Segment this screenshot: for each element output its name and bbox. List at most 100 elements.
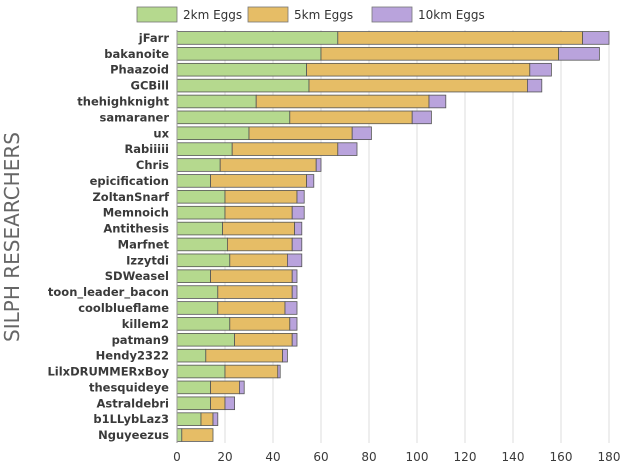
bar-thesquideye-2km-eggs <box>176 380 211 395</box>
bar-patman9-2km-eggs <box>176 332 235 347</box>
bar-Astraldebri-10km-eggs <box>224 396 236 411</box>
category-labels: jFarr bakanoite Phaazoid GCBillthehighknigh… <box>47 31 170 442</box>
bar-ux-10km-eggs <box>351 126 372 141</box>
category-label: LilxDRUMMERxBoy <box>47 365 169 379</box>
bar-Marfnet-10km-eggs <box>291 237 303 252</box>
bar-Nguyeezus-2km-eggs <box>176 428 183 442</box>
category-label: Hendy2322 <box>96 349 169 363</box>
bar-ZoltanSnarf-2km-eggs <box>176 190 226 204</box>
category-label: Chris <box>136 158 169 172</box>
bar-Izzytdi-2km-eggs <box>176 253 231 268</box>
bar-Phaazoid-2km-eggs <box>176 62 308 77</box>
bar-samaraner-2km-eggs <box>176 110 291 125</box>
x-tick-label: 180 <box>598 450 620 464</box>
bar-epicification-5km-eggs <box>210 174 308 188</box>
bar-killem2-2km-eggs <box>176 317 231 331</box>
bar-coolblueflame-5km-eggs <box>217 301 286 315</box>
bar-bakanoite-2km-eggs <box>176 47 322 61</box>
category-label: toon_leader_bacon <box>48 285 169 300</box>
bar-Rabiiiii-10km-eggs <box>337 142 358 156</box>
bar-Izzytdi-5km-eggs <box>229 253 288 268</box>
bar-Memnoich-5km-eggs <box>224 205 293 220</box>
x-tick-label: 20 <box>217 450 232 464</box>
legend-item-2km-eggs: 2km Eggs <box>136 6 242 23</box>
category-label: ZoltanSnarf <box>92 190 170 204</box>
bar-Chris-5km-eggs <box>219 158 317 172</box>
category-label: GCBill <box>131 79 169 93</box>
bar-Memnoich-2km-eggs <box>176 205 226 220</box>
category-label: b1LLybLaz3 <box>93 412 169 426</box>
legend-swatch <box>136 6 178 23</box>
bar-bakanoite-5km-eggs <box>320 47 560 61</box>
category-label: thehighknight <box>77 94 169 108</box>
category-label: coolblueflame <box>78 301 169 315</box>
bar-b1LLybLaz3-2km-eggs <box>176 412 202 426</box>
category-label: Izzytdi <box>126 253 169 267</box>
bar-Hendy2322-5km-eggs <box>205 348 284 363</box>
legend: 2km Eggs 5km Eggs 10km Eggs <box>136 6 485 23</box>
bar-SDWeasel-10km-eggs <box>291 269 298 283</box>
bar-toon_leader_bacon-2km-eggs <box>176 285 219 299</box>
bar-killem2-5km-eggs <box>229 317 291 331</box>
legend-label: 2km Eggs <box>183 8 242 22</box>
bar-Rabiiiii-5km-eggs <box>231 142 339 156</box>
bar-Nguyeezus-5km-eggs <box>181 428 214 442</box>
bar-jFarr-2km-eggs <box>176 31 339 45</box>
bar-bakanoite-10km-eggs <box>558 47 600 61</box>
bar-thesquideye-5km-eggs <box>210 380 240 395</box>
bar-patman9-10km-eggs <box>291 332 298 347</box>
bar-samaraner-5km-eggs <box>289 110 413 125</box>
x-tick-label: 100 <box>406 450 429 464</box>
bar-Astraldebri-2km-eggs <box>176 396 211 411</box>
bar-Phaazoid-10km-eggs <box>529 62 552 77</box>
bar-Memnoich-10km-eggs <box>291 205 305 220</box>
bar-GCBill-5km-eggs <box>308 78 528 93</box>
category-label: Nguyeezus <box>98 428 169 442</box>
bar-Chris-2km-eggs <box>176 158 221 172</box>
category-label: SDWeasel <box>105 269 169 283</box>
bar-b1LLybLaz3-5km-eggs <box>200 412 214 426</box>
bar-patman9-5km-eggs <box>234 332 293 347</box>
legend-swatch <box>371 6 413 23</box>
bar-coolblueflame-2km-eggs <box>176 301 219 315</box>
bar-toon_leader_bacon-5km-eggs <box>217 285 293 299</box>
bar-epicification-2km-eggs <box>176 174 211 188</box>
legend-item-5km-eggs: 5km Eggs <box>247 6 353 23</box>
x-tick-label: 0 <box>173 450 181 464</box>
x-tick-label: 40 <box>265 450 280 464</box>
bar-ZoltanSnarf-10km-eggs <box>296 190 305 204</box>
bar-Marfnet-5km-eggs <box>226 237 293 252</box>
bar-Hendy2322-10km-eggs <box>282 348 288 363</box>
category-label: Memnoich <box>103 206 169 220</box>
x-tick-label: 80 <box>361 450 376 464</box>
bar-ZoltanSnarf-5km-eggs <box>224 190 298 204</box>
bar-Antithesis-5km-eggs <box>222 221 296 236</box>
bar-coolblueflame-10km-eggs <box>284 301 298 315</box>
bar-epicification-10km-eggs <box>306 174 315 188</box>
y-axis-title: SILPH RESEARCHERS <box>0 132 24 342</box>
bar-thehighknight-2km-eggs <box>176 94 257 109</box>
x-tick-label: 140 <box>502 450 525 464</box>
category-label: jFarr <box>138 31 170 45</box>
category-label: Rabiiiii <box>124 142 169 156</box>
bar-SDWeasel-5km-eggs <box>210 269 293 283</box>
category-label: thesquideye <box>89 380 169 394</box>
bar-thesquideye-10km-eggs <box>238 380 245 395</box>
bar-thehighknight-10km-eggs <box>428 94 447 109</box>
bar-b1LLybLaz3-10km-eggs <box>212 412 219 426</box>
bar-SDWeasel-2km-eggs <box>176 269 211 283</box>
category-label: patman9 <box>112 333 169 347</box>
bar-killem2-10km-eggs <box>289 317 298 331</box>
bar-GCBill-2km-eggs <box>176 78 310 93</box>
bar-Phaazoid-5km-eggs <box>306 62 531 77</box>
bar-ux-2km-eggs <box>176 126 250 141</box>
bar-jFarr-5km-eggs <box>337 31 583 45</box>
bar-Hendy2322-2km-eggs <box>176 348 207 363</box>
bar-LilxDRUMMERxBoy-2km-eggs <box>176 364 226 379</box>
bar-Antithesis-2km-eggs <box>176 221 223 236</box>
bar-thehighknight-5km-eggs <box>255 94 430 109</box>
category-label: Marfnet <box>118 237 170 251</box>
tick-labels: 0 20 40 60 80 100 120 140 160 180 <box>173 450 620 464</box>
bar-Astraldebri-5km-eggs <box>210 396 226 411</box>
